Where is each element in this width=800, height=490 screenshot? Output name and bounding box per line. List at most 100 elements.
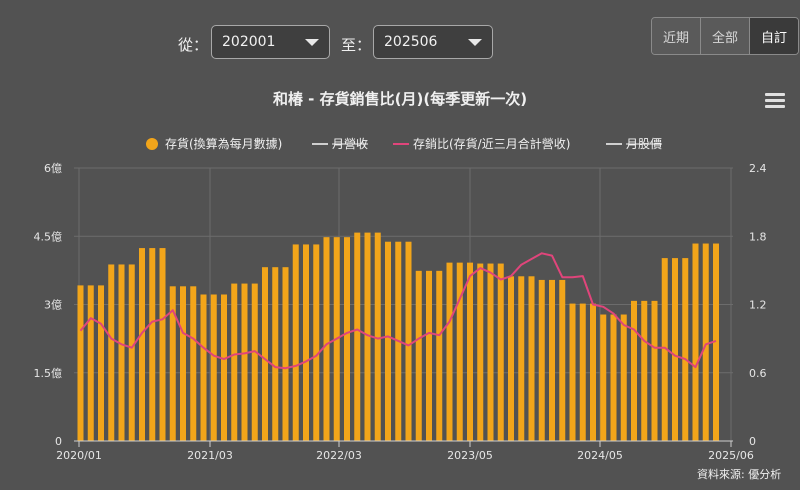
x-tick-label: 2021/03 bbox=[187, 449, 233, 462]
hamburger-menu-icon[interactable] bbox=[763, 90, 787, 112]
inventory-bar bbox=[405, 241, 412, 441]
inventory-bar bbox=[313, 244, 320, 441]
x-tick-label: 2024/05 bbox=[577, 449, 623, 462]
data-source: 資料來源: 優分析 bbox=[697, 468, 782, 481]
y-left-tick-label: 3億 bbox=[44, 299, 62, 312]
inventory-bar bbox=[702, 243, 709, 441]
inventory-bar bbox=[323, 237, 330, 441]
inventory-bar bbox=[692, 243, 699, 441]
inventory-bar bbox=[77, 285, 84, 441]
grid-lines bbox=[74, 167, 733, 442]
inventory-bar bbox=[98, 285, 104, 441]
inventory-bar bbox=[590, 303, 596, 441]
y-left-tick-label: 0 bbox=[55, 435, 62, 448]
inventory-bar bbox=[385, 241, 391, 441]
inventory-bar bbox=[549, 279, 555, 441]
inventory-bar bbox=[436, 270, 443, 441]
legend-label: 存貨(換算為每月數據) bbox=[165, 136, 282, 151]
x-tick-label: 2025/06 bbox=[708, 449, 754, 462]
inventory-bar bbox=[241, 283, 248, 441]
inventory-bar bbox=[713, 243, 719, 441]
inventory-bar bbox=[262, 267, 268, 441]
inventory-bar bbox=[395, 241, 402, 441]
inventory-bar bbox=[620, 314, 627, 441]
from-select-value: 202001 bbox=[222, 34, 276, 50]
y-right-tick-label: 0.6 bbox=[749, 367, 767, 380]
to-label: 至： bbox=[341, 36, 372, 54]
inventory-bar bbox=[661, 258, 668, 441]
inventory-bar bbox=[477, 263, 484, 441]
y-right-tick-label: 1.8 bbox=[749, 230, 767, 243]
tab-all[interactable]: 全部 bbox=[701, 18, 750, 54]
x-tick-label: 2022/03 bbox=[316, 449, 362, 462]
range-tab-group: 近期 全部 自訂 bbox=[651, 17, 799, 55]
legend-label: 存銷比(存貨/近三月合計營收) bbox=[413, 136, 570, 151]
inventory-bar bbox=[251, 283, 258, 441]
inventory-bar bbox=[118, 264, 125, 441]
inventory-bar bbox=[538, 279, 545, 441]
inventory-bar bbox=[559, 279, 566, 441]
y-left-tick-label: 6億 bbox=[44, 162, 62, 175]
chevron-down-icon bbox=[468, 39, 482, 46]
inventory-bar bbox=[128, 264, 135, 441]
inventory-bar bbox=[528, 276, 535, 441]
inventory-bar bbox=[374, 232, 381, 441]
to-select-value: 202506 bbox=[384, 34, 438, 50]
inventory-bar bbox=[569, 303, 576, 441]
inventory-bar bbox=[518, 276, 525, 441]
legend-label: 月股價 bbox=[626, 137, 662, 151]
inventory-bar bbox=[641, 300, 648, 441]
inventory-bar bbox=[610, 314, 617, 441]
legend: 存貨(換算為每月數據) 月營收 存銷比(存貨/近三月合計營收) 月股價 bbox=[146, 136, 663, 151]
inventory-bar bbox=[487, 263, 494, 441]
inventory-bar bbox=[159, 248, 166, 441]
inventory-bar bbox=[200, 294, 207, 441]
inventory-bar bbox=[631, 300, 637, 441]
tab-custom[interactable]: 自訂 bbox=[750, 18, 798, 54]
inventory-bars bbox=[77, 232, 719, 441]
inventory-bar bbox=[467, 262, 473, 441]
inventory-bar bbox=[497, 263, 504, 441]
legend-dot-icon bbox=[146, 138, 158, 150]
inventory-bar bbox=[426, 270, 432, 441]
from-select[interactable]: 202001 bbox=[211, 25, 330, 59]
inventory-bar bbox=[672, 258, 678, 441]
axes: 0 1.5億 3億 4.5億 6億 0 0.6 1.2 1.8 2.4 2020/01 2021/03… bbox=[34, 162, 767, 462]
inventory-bar bbox=[415, 270, 422, 441]
inventory-bar bbox=[210, 294, 217, 441]
inventory-bar bbox=[354, 232, 361, 441]
inventory-bar bbox=[651, 300, 658, 441]
inventory-bar bbox=[579, 303, 586, 441]
inventory-bar bbox=[344, 237, 350, 441]
y-left-tick-label: 4.5億 bbox=[34, 230, 63, 243]
to-select[interactable]: 202506 bbox=[373, 25, 493, 59]
inventory-bar bbox=[149, 248, 156, 441]
inventory-bar bbox=[180, 286, 186, 441]
inventory-bar bbox=[446, 262, 453, 441]
inventory-bar bbox=[303, 244, 309, 441]
inventory-bar bbox=[190, 286, 197, 441]
y-right-tick-label: 0 bbox=[749, 435, 756, 448]
inventory-bar bbox=[108, 264, 115, 441]
inventory-bar bbox=[364, 232, 371, 441]
chevron-down-icon bbox=[305, 39, 319, 46]
x-tick-label: 2020/01 bbox=[56, 449, 102, 462]
x-tick-label: 2023/05 bbox=[447, 449, 493, 462]
y-right-tick-label: 1.2 bbox=[749, 299, 767, 312]
inventory-bar bbox=[231, 283, 238, 441]
tab-recent[interactable]: 近期 bbox=[652, 18, 701, 54]
inventory-bar bbox=[272, 267, 279, 441]
inventory-bar bbox=[333, 237, 340, 441]
inventory-bar bbox=[456, 262, 463, 441]
inventory-bar bbox=[292, 244, 299, 441]
legend-label: 月營收 bbox=[332, 137, 368, 151]
ratio-line bbox=[79, 252, 717, 370]
y-right-tick-label: 2.4 bbox=[749, 162, 767, 175]
inventory-bar bbox=[169, 286, 176, 441]
inventory-bar bbox=[87, 285, 94, 441]
from-label: 從： bbox=[178, 36, 209, 54]
inventory-bar bbox=[139, 248, 145, 441]
y-left-tick-label: 1.5億 bbox=[34, 367, 63, 380]
inventory-bar bbox=[282, 267, 289, 441]
